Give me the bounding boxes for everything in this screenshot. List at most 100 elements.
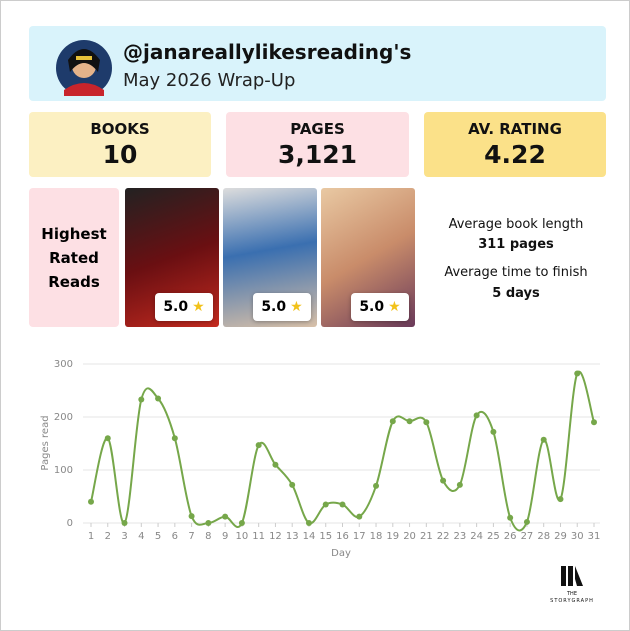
x-tick-label: 19 [386,531,399,542]
point [238,520,245,526]
point [523,518,530,525]
stat-box: PAGES 3,121 [226,112,409,177]
rating: 5.0 [163,299,189,315]
x-tick-label: 2 [105,531,111,542]
logo: THE STORYGRAPH [550,566,594,604]
stat-value: 3,121 [277,140,358,169]
x-tick-label: 24 [470,531,483,542]
y-axis-label: Pages read [40,415,51,470]
x-tick-label: 27 [521,531,534,542]
point [423,419,430,426]
stat-label: PAGES [290,120,345,138]
x-tick-label: 4 [138,531,144,542]
point [406,418,413,425]
point [456,481,463,488]
point [574,370,581,377]
point [205,520,212,526]
point [305,520,312,526]
point [171,435,178,442]
x-tick-label: 12 [269,531,282,542]
x-tick-label: 16 [336,531,349,542]
x-tick-label: 15 [319,531,332,542]
avatar [56,40,112,96]
x-tick-label: 13 [286,531,299,542]
point [389,418,396,425]
x-tick-label: 29 [554,531,567,542]
point [155,395,162,402]
x-tick-label: 25 [487,531,500,542]
avg-value: 5 days [492,286,540,301]
point [473,412,480,419]
x-tick-label: 9 [222,531,228,542]
point [373,482,380,489]
point [440,477,447,484]
highest-rated-title: Highest Rated Reads [29,188,119,327]
book-cover[interactable]: 5.0 ★ [125,188,219,327]
x-tick-label: 23 [453,531,466,542]
logo-text: THE [566,591,577,597]
point [289,481,296,488]
point [507,514,514,521]
x-tick-label: 31 [588,531,601,542]
y-tick-label: 200 [54,412,73,423]
point [104,435,111,442]
x-tick-label: 5 [155,531,161,542]
point [356,513,363,520]
x-tick-label: 8 [205,531,211,542]
point [222,513,229,520]
rating-badge: 5.0 ★ [155,293,213,321]
y-tick-label: 300 [54,359,73,370]
avg-label: Average book length [448,217,584,232]
point [339,501,346,508]
x-tick-label: 7 [188,531,194,542]
x-tick-label: 22 [437,531,450,542]
x-tick-label: 1 [88,531,94,542]
stat-label: BOOKS [90,120,150,138]
rating: 5.0 [261,299,287,315]
point [322,501,329,508]
subtitle: May 2026 Wrap-Up [123,70,296,91]
rating: 5.0 [359,299,385,315]
x-tick-label: 21 [420,531,433,542]
rating-badge: 5.0 ★ [351,293,409,321]
x-tick-label: 18 [370,531,383,542]
point [121,520,128,526]
point [490,428,497,435]
point [255,442,262,449]
logo-text: STORYGRAPH [550,598,594,604]
point [540,436,547,443]
book-cover[interactable]: 5.0 ★ [223,188,317,327]
avg-label: Average time to finish [444,265,588,280]
x-tick-label: 17 [353,531,366,542]
stat-box: BOOKS 10 [29,112,211,177]
x-tick-label: 30 [571,531,584,542]
point [188,513,195,520]
point [88,498,94,505]
x-tick-label: 26 [504,531,517,542]
stat-box: AV. RATING 4.22 [424,112,606,177]
x-tick-label: 3 [121,531,127,542]
point [138,396,145,403]
x-tick-label: 10 [236,531,249,542]
stat-label: AV. RATING [468,120,562,138]
x-axis-label: Day [331,548,351,559]
header: @janareallylikesreading's May 2026 Wrap-… [29,26,606,101]
y-tick-label: 0 [67,518,73,529]
stat-value: 4.22 [484,140,546,169]
x-tick-label: 14 [303,531,316,542]
avg-value: 311 pages [478,237,554,252]
x-tick-label: 11 [252,531,265,542]
x-tick-label: 20 [403,531,416,542]
point [557,496,564,503]
book-cover[interactable]: 5.0 ★ [321,188,415,327]
username: @janareallylikesreading's [123,40,412,64]
rating-badge: 5.0 ★ [253,293,311,321]
stat-value: 10 [102,140,138,169]
point [272,461,279,468]
x-tick-label: 28 [537,531,550,542]
point [591,419,597,426]
y-tick-label: 100 [54,465,73,476]
x-tick-label: 6 [172,531,178,542]
